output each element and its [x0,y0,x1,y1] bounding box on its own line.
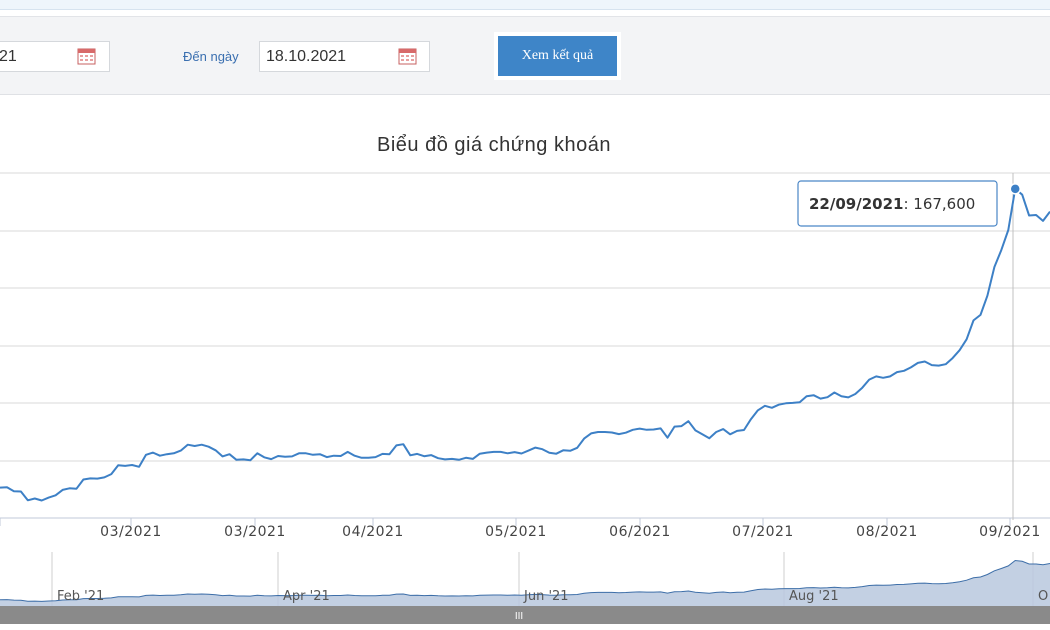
from-date-field[interactable]: 21 [0,41,110,72]
grid-lines [0,172,1050,519]
navigator-label: Aug '21 [789,589,839,604]
calendar-icon[interactable] [77,47,96,65]
x-tick-label: 03/2021 [100,524,162,540]
navigator-scrollbar[interactable] [0,606,1050,624]
tooltip-date: 22/09/2021 [809,195,903,213]
tooltip: 22/09/2021: 167,600 [797,180,998,227]
x-tick-label: 05/2021 [485,524,547,540]
filter-bar: 21 Đến ngày 18.10.2021 Xem kết quả [0,16,1050,95]
x-tick-label: 08/2021 [856,524,918,540]
tooltip-value: 167,600 [913,195,975,213]
navigator[interactable]: Feb '21 Apr '21 Jun '21 Aug '21 O III [0,550,1050,624]
x-tick-label: 03/2021 [224,524,286,540]
to-date-value: 18.10.2021 [266,48,347,65]
x-tick-label: 04/2021 [342,524,404,540]
from-date-value: 21 [0,48,17,65]
price-series-line[interactable] [0,187,1050,502]
x-axis: 03/2021 03/2021 04/2021 05/2021 06/2021 07/20… [0,518,1041,540]
navigator-area [0,560,1050,606]
x-tick-label: 07/2021 [732,524,794,540]
x-tick-label: 09/2021 [979,524,1041,540]
scrollbar-handle-grip[interactable]: III [515,611,523,622]
navigator-label: Apr '21 [283,589,330,604]
top-strip [0,0,1050,10]
navigator-labels: Feb '21 Apr '21 Jun '21 Aug '21 O [57,589,1048,604]
navigator-label: Feb '21 [57,589,104,604]
chart-title: Biểu đồ giá chứng khoán [377,134,611,156]
to-date-label: Đến ngày [183,49,239,64]
svg-text:22/09/2021: 167,600: 22/09/2021: 167,600 [809,195,975,213]
x-tick-label: 06/2021 [609,524,671,540]
navigator-label: Jun '21 [523,589,569,604]
navigator-line [0,559,1050,602]
view-results-button[interactable]: Xem kết quả [498,36,617,76]
hover-point[interactable] [1009,183,1021,195]
navigator-label: O [1038,589,1048,604]
calendar-icon[interactable] [398,47,417,65]
to-date-field[interactable]: 18.10.2021 [259,41,430,72]
